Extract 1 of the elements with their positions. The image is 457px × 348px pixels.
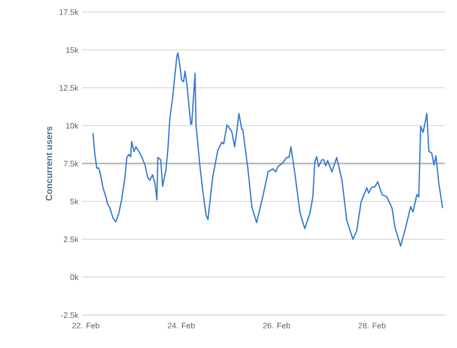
y-axis-title: Concurrent users: [46, 126, 52, 200]
